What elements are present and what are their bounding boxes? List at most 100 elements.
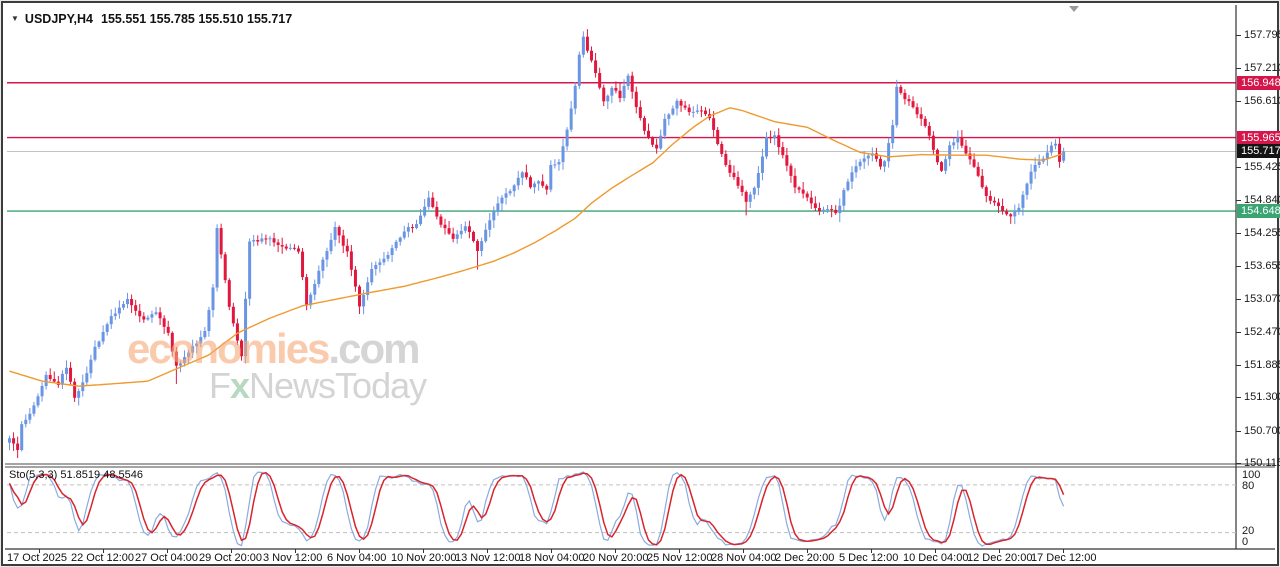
candle (69, 367, 73, 382)
candle (960, 137, 964, 146)
price-tick-mark (1236, 232, 1241, 234)
price-tick-label: 154.840 (1244, 193, 1280, 206)
candle (1025, 183, 1029, 195)
candle (915, 107, 919, 115)
candle (64, 367, 68, 374)
candle (8, 438, 11, 443)
time-label: 13 Nov 12:00 (455, 552, 521, 564)
candle (553, 164, 557, 166)
time-tick-mark (679, 549, 680, 553)
candle (655, 144, 659, 149)
time-tick-mark (615, 549, 616, 553)
candle (480, 241, 484, 251)
time-label: 25 Nov 12:00 (647, 552, 713, 564)
candle (329, 239, 333, 252)
price-level-badge: 155.717 (1237, 144, 1280, 159)
candle (858, 161, 862, 167)
candle (1001, 206, 1005, 212)
stoch-tick-label: 20 (1242, 525, 1255, 537)
time-label: 28 Nov 04:00 (711, 552, 777, 564)
candle (634, 91, 638, 108)
candle (1017, 207, 1021, 212)
price-tick-mark (1236, 167, 1241, 169)
candle (252, 240, 256, 242)
time-tick-mark (39, 549, 40, 553)
watermark-x: x (230, 365, 250, 406)
candle (415, 224, 418, 228)
price-chart-canvas[interactable] (3, 3, 1279, 560)
candle (402, 231, 406, 238)
price-tick-label: 151.885 (1244, 358, 1280, 371)
candle (691, 111, 695, 113)
candle (976, 166, 980, 176)
stoch-tick-label: 100 (1242, 469, 1261, 481)
candle (952, 142, 956, 146)
candle (899, 86, 903, 93)
candle (846, 181, 850, 191)
candle (227, 280, 231, 307)
candle (1037, 161, 1041, 166)
candle (105, 324, 109, 332)
candle (256, 240, 260, 242)
time-label: 17 Dec 12:00 (1031, 552, 1097, 564)
candle (492, 211, 496, 221)
time-tick-mark (999, 549, 1000, 553)
candle (488, 220, 492, 230)
candle (280, 244, 284, 247)
candle (60, 373, 64, 385)
candle (162, 318, 166, 327)
candle (146, 317, 150, 320)
candle (992, 200, 996, 203)
candle (333, 227, 337, 240)
candle (866, 155, 870, 159)
candle (927, 125, 931, 136)
candle (435, 206, 439, 217)
candle (712, 118, 716, 130)
candle (883, 161, 887, 167)
candle (744, 191, 748, 202)
candle (89, 359, 93, 374)
candle (134, 305, 138, 311)
candle (516, 177, 520, 186)
candle (659, 135, 663, 149)
candle (752, 187, 756, 195)
candle (40, 386, 44, 397)
candle (537, 181, 541, 184)
candle (467, 226, 471, 232)
candle (20, 424, 24, 451)
candle (398, 237, 402, 242)
candle (431, 197, 435, 207)
candle (1033, 165, 1037, 172)
candle (443, 224, 447, 229)
price-tick-label: 153.070 (1244, 292, 1280, 305)
candle (720, 143, 724, 154)
candle (382, 258, 386, 263)
candle (419, 215, 423, 225)
candle (394, 241, 398, 249)
candle (36, 396, 40, 406)
candle (569, 108, 573, 130)
candle (683, 105, 687, 108)
candle (577, 54, 581, 86)
time-tick-mark (487, 549, 488, 553)
price-level-badge: 155.965 (1237, 130, 1280, 145)
candle (158, 312, 162, 319)
time-label: 22 Oct 12:00 (71, 552, 134, 564)
candle (618, 90, 622, 99)
candle (512, 185, 516, 192)
symbol-dropdown-icon[interactable]: ▼ (11, 14, 19, 23)
candle (183, 357, 187, 364)
candle (834, 209, 838, 214)
candle (288, 247, 292, 249)
candle (541, 181, 545, 186)
candle (260, 238, 264, 242)
candle (891, 125, 895, 144)
price-tick-mark (1236, 332, 1241, 334)
stoch-signal-line (8, 471, 1065, 546)
candle (484, 229, 488, 242)
price-tick-mark (1236, 35, 1241, 36)
candle (305, 277, 309, 306)
price-tick-label: 153.655 (1244, 259, 1280, 272)
time-tick-mark (551, 549, 552, 553)
candle (73, 381, 77, 398)
